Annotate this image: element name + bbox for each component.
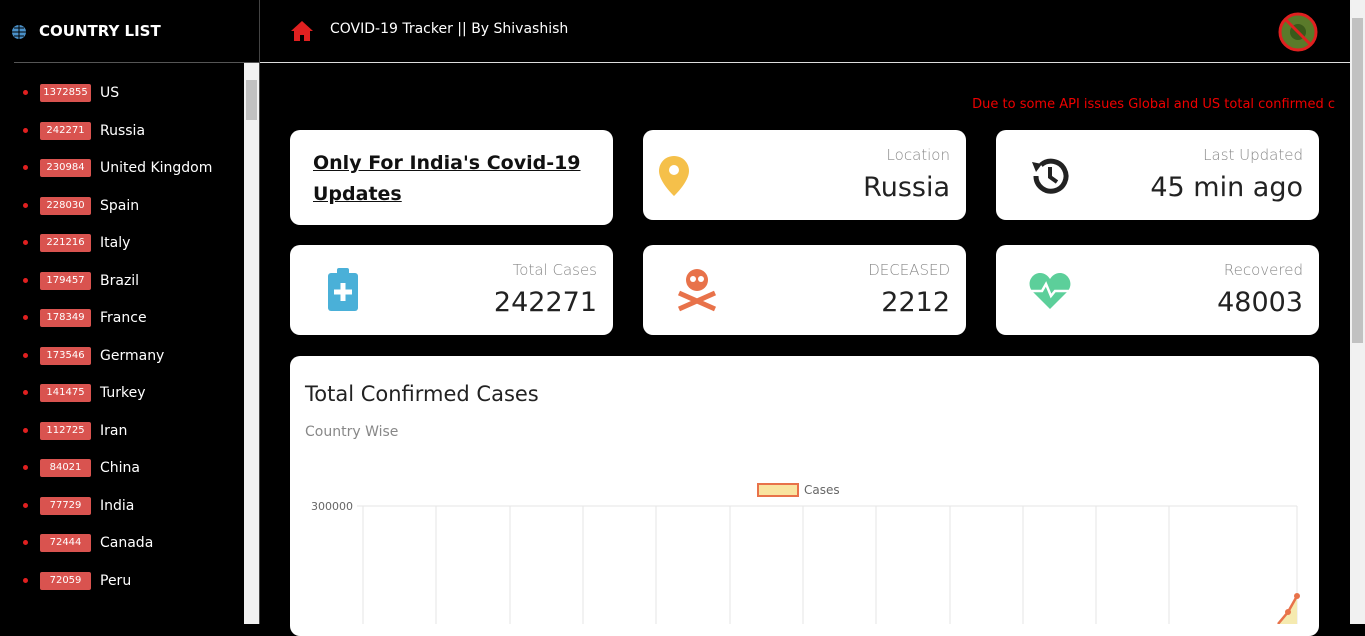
country-name: Brazil xyxy=(100,272,140,289)
updated-card: Last Updated 45 min ago xyxy=(996,130,1319,220)
legend-label: Cases xyxy=(804,483,840,497)
bullet xyxy=(23,240,28,245)
card-value: 242271 xyxy=(493,287,597,318)
case-badge: 230984 xyxy=(40,159,91,177)
country-name: Canada xyxy=(100,535,154,551)
country-item[interactable]: 173546 Germany xyxy=(0,345,244,367)
case-badge: 72444 xyxy=(40,534,91,552)
country-item[interactable]: 221216 Italy xyxy=(0,232,244,254)
card-label: Last Updated xyxy=(1203,146,1303,164)
country-name: Russia xyxy=(100,122,146,139)
case-badge: 72059 xyxy=(40,571,91,590)
country-item[interactable]: 112725 Iran xyxy=(0,420,244,442)
country-name: US xyxy=(100,85,120,101)
case-badge: 84021 xyxy=(40,459,91,477)
india-card[interactable]: Only For India's Covid-19 Updates xyxy=(290,130,613,225)
recovered-card: Recovered 48003 xyxy=(996,245,1319,335)
country-item[interactable]: 178349 France xyxy=(0,307,244,329)
country-item[interactable]: 141475 Turkey xyxy=(0,382,244,404)
case-badge: 242271 xyxy=(40,121,91,140)
notice-text: Due to some API issues Global and US tot… xyxy=(972,97,1335,112)
card-value: Russia xyxy=(863,172,950,203)
home-icon[interactable] xyxy=(290,20,314,42)
globe-icon xyxy=(12,25,26,39)
bullet xyxy=(23,202,28,208)
card-value: 2212 xyxy=(881,287,950,318)
bullet xyxy=(23,502,28,508)
case-badge: 1372855 xyxy=(40,84,91,102)
chart-area: Cases 300000 xyxy=(311,483,1300,624)
bullet xyxy=(23,277,28,283)
sidebar-title: COUNTRY LIST xyxy=(39,22,161,40)
india-link[interactable]: Only For India's Covid-19 Updates xyxy=(313,152,581,205)
country-item[interactable]: 228030 Spain xyxy=(0,195,244,217)
country-name: India xyxy=(100,497,135,514)
country-name: Spain xyxy=(100,197,140,214)
bullet xyxy=(23,165,28,170)
notice-marquee: Due to some API issues Global and US tot… xyxy=(290,93,1335,113)
case-badge: 112725 xyxy=(40,421,91,440)
clipboard-icon xyxy=(328,268,358,311)
card-value: 45 min ago xyxy=(1150,172,1303,203)
divider xyxy=(14,62,259,63)
card-label: Recovered xyxy=(1223,261,1303,279)
chart-card: Total Confirmed Cases Country Wise Cases… xyxy=(290,356,1319,636)
bullet xyxy=(23,90,28,95)
country-name: United Kingdom xyxy=(100,160,213,176)
case-badge: 179457 xyxy=(40,271,91,290)
page-scroll-thumb[interactable] xyxy=(1352,18,1363,343)
scroll-thumb[interactable] xyxy=(246,80,257,120)
country-item[interactable]: 242271 Russia xyxy=(0,120,244,142)
bullet xyxy=(23,315,28,320)
bullet xyxy=(23,390,28,395)
country-name: Turkey xyxy=(100,385,146,401)
country-item[interactable]: 1372855 US xyxy=(0,82,244,104)
country-item[interactable]: 72444 Canada xyxy=(0,532,244,554)
y-tick-label: 300000 xyxy=(311,500,353,513)
case-badge: 77729 xyxy=(40,496,91,515)
country-name: China xyxy=(100,460,140,476)
country-name: France xyxy=(100,310,147,326)
chart-subtitle: Country Wise xyxy=(305,424,399,440)
app-title: COVID-19 Tracker || By Shivashish xyxy=(330,21,569,37)
total-card: Total Cases 242271 xyxy=(290,245,613,335)
country-item[interactable]: 84021 China xyxy=(0,457,244,479)
chart-title: Total Confirmed Cases xyxy=(305,382,539,406)
bullet xyxy=(23,352,28,358)
country-name: Peru xyxy=(100,572,132,589)
history-icon xyxy=(1032,158,1069,194)
sidebar: COUNTRY LIST 1372855 US 242271 Russia 230984… xyxy=(0,0,260,624)
card-value: 48003 xyxy=(1217,287,1303,318)
country-list: 1372855 US 242271 Russia 230984 United Kingdo… xyxy=(0,63,244,624)
location-card: Location Russia xyxy=(643,130,966,220)
country-item[interactable]: 179457 Brazil xyxy=(0,270,244,292)
bullet xyxy=(23,127,28,133)
virus-icon xyxy=(1278,12,1318,52)
bullet xyxy=(23,465,28,470)
country-name: Iran xyxy=(100,422,128,439)
bullet xyxy=(23,540,28,545)
bullet xyxy=(23,577,28,583)
bullet xyxy=(23,427,28,433)
scrollbar[interactable] xyxy=(244,63,259,624)
country-name: Italy xyxy=(100,235,131,251)
case-badge: 141475 xyxy=(40,384,91,402)
case-badge: 221216 xyxy=(40,234,91,252)
card-label: Location xyxy=(886,146,950,164)
case-badge: 173546 xyxy=(40,346,91,365)
case-badge: 178349 xyxy=(40,309,91,327)
country-name: Germany xyxy=(100,347,165,364)
card-label: DECEASED xyxy=(868,261,950,279)
deceased-card: DECEASED 2212 xyxy=(643,245,966,335)
pin-icon xyxy=(659,156,689,196)
country-item[interactable]: 230984 United Kingdom xyxy=(0,157,244,179)
country-item[interactable]: 77729 India xyxy=(0,495,244,517)
divider xyxy=(260,62,1350,63)
case-badge: 228030 xyxy=(40,196,91,215)
skull-icon xyxy=(677,269,717,312)
card-label: Total Cases xyxy=(512,261,597,279)
country-item[interactable]: 72059 Peru xyxy=(0,570,244,592)
heart-icon xyxy=(1029,273,1071,309)
